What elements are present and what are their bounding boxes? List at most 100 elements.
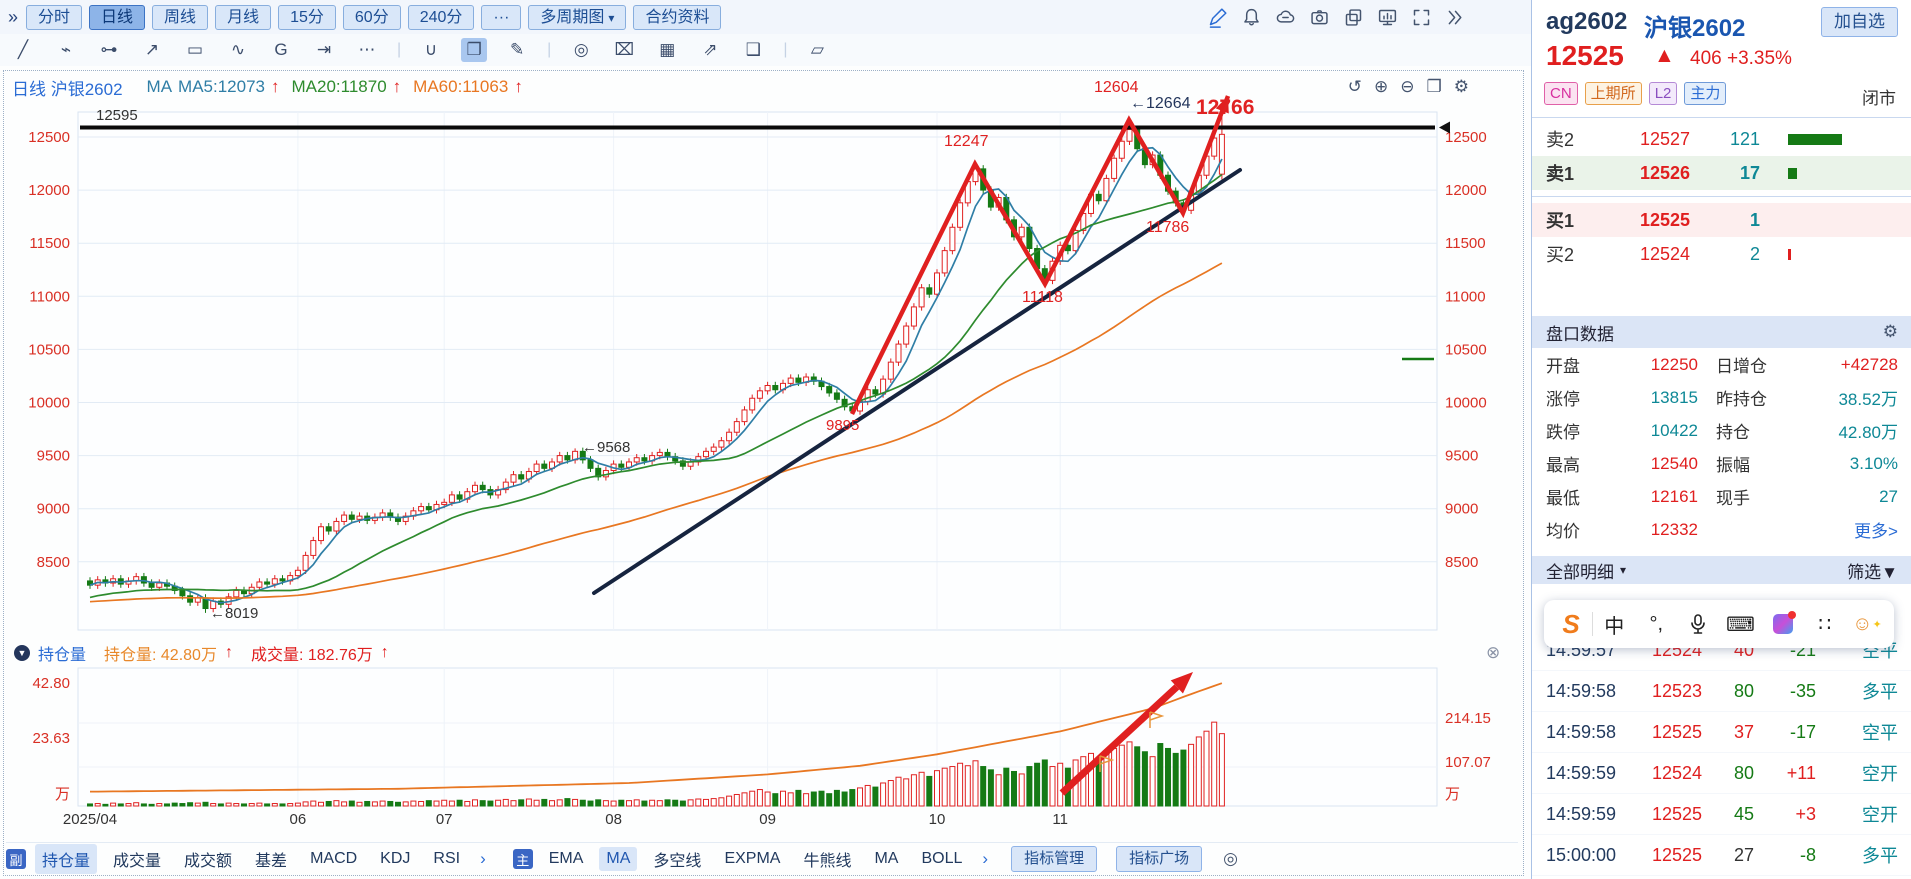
gann-tool-icon[interactable]: G (274, 40, 288, 59)
detail-caret-icon[interactable]: ▾ (1620, 563, 1627, 577)
trash-icon[interactable]: ⌧ (614, 40, 635, 59)
pankou-label: 现手 (1716, 489, 1750, 508)
period-button-多周期图[interactable]: 多周期图 ▾ (528, 4, 627, 30)
period-button-···[interactable]: ··· (481, 4, 522, 30)
filter-button[interactable]: 筛选▼ (1847, 562, 1898, 582)
period-button-日线[interactable]: 日线 (89, 4, 146, 30)
trend-line-icon[interactable]: ╱ (17, 40, 29, 59)
monitor-chart-icon[interactable] (1376, 6, 1399, 29)
ime-toolbar[interactable]: S 中 °, ⌨ ∷ ☺ ✦ (1544, 600, 1894, 648)
orderbook-row-卖1[interactable]: 卖1 12526 17 (1532, 156, 1911, 190)
microphone-icon[interactable] (1677, 614, 1719, 634)
zoom-in-icon[interactable]: ⊕ (1374, 77, 1389, 96)
sogou-logo[interactable]: S (1562, 608, 1580, 639)
tab-sub-成交量[interactable]: 成交量 (113, 853, 162, 870)
tab-main-MA-5[interactable]: MA (874, 850, 899, 867)
cloud-icon[interactable] (1274, 6, 1297, 29)
period-button-月线[interactable]: 月线 (215, 4, 272, 30)
close-pane-icon[interactable]: ⊗ (1486, 643, 1501, 662)
edit-draw-icon[interactable]: ✎ (510, 40, 525, 59)
apps-grid-icon[interactable]: ∷ (1818, 613, 1832, 636)
tab-main-EXPMA-3[interactable]: EXPMA (724, 850, 781, 867)
comment-bubble-icon[interactable]: ❑ (745, 40, 761, 59)
export-icon[interactable]: ⇗ (703, 40, 718, 59)
tab-sub-持仓量[interactable]: 持仓量 (35, 844, 98, 874)
copy-windows-icon[interactable] (1342, 6, 1365, 29)
chart-settings-icon[interactable]: ⚙ (1453, 77, 1469, 96)
period-button-周线[interactable]: 周线 (152, 4, 209, 30)
rectangle-icon[interactable]: ▭ (186, 40, 204, 59)
pankou-settings-gear-icon[interactable]: ⚙ (1882, 322, 1898, 341)
detail-title[interactable]: 全部明细 (1546, 562, 1614, 582)
trade-row[interactable]: 14:59:58 12523 80 -35 多平 (1532, 671, 1911, 712)
trade-row[interactable]: 14:59:59 12525 45 +3 空开 (1532, 794, 1911, 835)
tab-sub-成交额[interactable]: 成交额 (184, 853, 233, 870)
zoom-out-icon[interactable]: ⊖ (1400, 77, 1415, 96)
tab-sub-RSI[interactable]: RSI (433, 850, 461, 867)
period-button-合约资料[interactable]: 合约资料 (633, 4, 722, 30)
period-button-15分[interactable]: 15分 (278, 4, 336, 30)
more-main-indicators-arrow-icon[interactable]: › (982, 849, 989, 868)
volume-pane-indicator[interactable]: 持仓量 (38, 647, 87, 664)
svg-text:10000: 10000 (1445, 395, 1487, 412)
skin-icon[interactable] (1762, 611, 1804, 634)
tab-main-MA-1[interactable]: MA (599, 847, 638, 871)
emoji-icon[interactable]: ☺ ✦ (1852, 612, 1882, 635)
alert-bell-icon[interactable] (1240, 6, 1263, 29)
period-button-240分[interactable]: 240分 (407, 4, 475, 30)
components-grid-icon[interactable]: ▦ (659, 40, 676, 59)
chinese-mode-icon[interactable]: 中 (1604, 615, 1625, 638)
location-pin-icon[interactable]: ◎ (1223, 849, 1238, 868)
pankou-value: 3.10% (1849, 453, 1898, 473)
period-button-60分[interactable]: 60分 (342, 4, 401, 30)
target-circle-icon[interactable]: ◎ (573, 40, 589, 59)
measure-segment-icon[interactable]: ⊶ (100, 40, 118, 59)
edit-pencil-icon[interactable] (1206, 6, 1229, 29)
tab-main-EMA-0[interactable]: EMA (548, 850, 584, 867)
collapse-toolbar-icon[interactable]: » (8, 6, 19, 27)
add-watchlist-button[interactable]: 加自选 (1821, 7, 1898, 37)
tab-main-多空线-2[interactable]: 多空线 (653, 853, 702, 870)
trade-row[interactable]: 14:59:59 12524 80 +11 空开 (1532, 753, 1911, 794)
tag-L2: L2 (1648, 82, 1678, 105)
arrow-line-icon[interactable]: ↗ (144, 40, 160, 59)
svg-text:9500: 9500 (37, 448, 70, 465)
pankou-label: 最低 (1546, 489, 1580, 508)
orderbook-row-买1[interactable]: 买1 12525 1 (1532, 203, 1911, 237)
trade-row[interactable]: 15:00:00 12525 27 -8 多平 (1532, 835, 1911, 876)
extend-right-icon[interactable]: ⇥ (316, 40, 332, 59)
pankou-value: 12161 (1650, 486, 1698, 506)
polyline-icon[interactable]: ⌁ (60, 40, 72, 59)
overlay-icon[interactable]: ❐ (461, 38, 488, 62)
more-tools-icon[interactable]: ⋯ (358, 40, 376, 59)
keyboard-icon[interactable]: ⌨ (1726, 613, 1755, 636)
orderbook-volume: 1 (1749, 209, 1760, 230)
screenshot-camera-icon[interactable] (1308, 6, 1331, 29)
orderbook-row-买2[interactable]: 买2 12524 2 (1532, 237, 1911, 271)
tab-sub-MACD[interactable]: MACD (310, 850, 358, 867)
ma5-up-arrow-icon: ↑ (271, 77, 280, 96)
undo-icon[interactable]: ↺ (1347, 77, 1362, 96)
trade-tick-list[interactable]: 14:59:57 12524 40 -21 空平 14:59:58 12523 80 -35 多平… (1532, 630, 1911, 876)
ruler-icon[interactable]: ▱ (810, 40, 824, 59)
tab-main-BOLL-6[interactable]: BOLL (921, 850, 963, 867)
tab-main-牛熊线-4[interactable]: 牛熊线 (803, 853, 852, 870)
trade-row[interactable]: 14:59:58 12525 37 -17 空平 (1532, 712, 1911, 753)
button-指标管理[interactable]: 指标管理 (1011, 846, 1098, 872)
main-candlestick-chart[interactable]: 2025/04 06 07 08 09 10 11 12500 12500 12000 12000 1… (0, 0, 1531, 879)
button-指标广场[interactable]: 指标广场 (1116, 846, 1203, 872)
tab-sub-基差[interactable]: 基差 (255, 853, 288, 870)
punctuation-icon[interactable]: °, (1649, 612, 1664, 635)
fullscreen-expand-icon[interactable] (1410, 6, 1433, 29)
collapse-panel-icon[interactable] (1444, 6, 1467, 29)
pane-layout-icon[interactable]: ❐ (1426, 77, 1442, 96)
orderbook-row-卖2[interactable]: 卖2 12527 121 (1532, 122, 1911, 156)
wave-curve-icon[interactable]: ∿ (230, 40, 246, 59)
collapse-pane-icon[interactable]: ▼ (14, 645, 30, 661)
magnet-icon[interactable]: ∪ (424, 40, 438, 59)
more-sub-indicators-arrow-icon[interactable]: › (480, 849, 486, 868)
more-link[interactable]: 更多> (1854, 522, 1898, 541)
tab-sub-KDJ[interactable]: KDJ (380, 850, 411, 867)
period-button-分时[interactable]: 分时 (26, 4, 83, 30)
